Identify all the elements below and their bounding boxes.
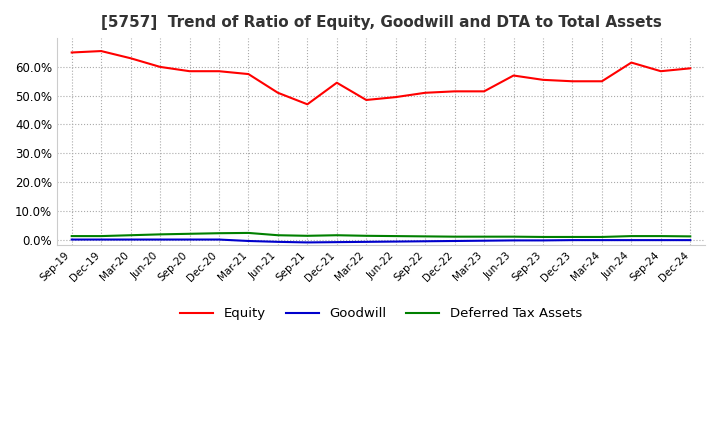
Deferred Tax Assets bbox=[274, 233, 282, 238]
Deferred Tax Assets bbox=[362, 233, 371, 238]
Deferred Tax Assets bbox=[568, 235, 577, 240]
Equity bbox=[450, 89, 459, 94]
Goodwill bbox=[274, 239, 282, 245]
Equity bbox=[421, 90, 430, 95]
Equity bbox=[598, 79, 606, 84]
Equity bbox=[215, 69, 223, 74]
Goodwill bbox=[303, 240, 312, 245]
Deferred Tax Assets bbox=[333, 233, 341, 238]
Goodwill bbox=[244, 238, 253, 244]
Goodwill bbox=[215, 237, 223, 242]
Goodwill bbox=[657, 238, 665, 243]
Deferred Tax Assets bbox=[244, 230, 253, 235]
Equity bbox=[627, 60, 636, 65]
Deferred Tax Assets bbox=[185, 231, 194, 236]
Equity bbox=[97, 48, 106, 54]
Goodwill bbox=[421, 238, 430, 244]
Deferred Tax Assets bbox=[126, 233, 135, 238]
Goodwill bbox=[568, 238, 577, 243]
Goodwill bbox=[509, 238, 518, 243]
Deferred Tax Assets bbox=[598, 235, 606, 240]
Deferred Tax Assets bbox=[156, 232, 164, 237]
Goodwill bbox=[392, 239, 400, 244]
Title: [5757]  Trend of Ratio of Equity, Goodwill and DTA to Total Assets: [5757] Trend of Ratio of Equity, Goodwil… bbox=[101, 15, 662, 30]
Goodwill bbox=[598, 238, 606, 243]
Equity bbox=[244, 71, 253, 77]
Goodwill bbox=[185, 237, 194, 242]
Deferred Tax Assets bbox=[627, 234, 636, 239]
Equity bbox=[185, 69, 194, 74]
Deferred Tax Assets bbox=[657, 234, 665, 239]
Goodwill bbox=[686, 238, 695, 243]
Line: Deferred Tax Assets: Deferred Tax Assets bbox=[72, 233, 690, 237]
Deferred Tax Assets bbox=[392, 234, 400, 239]
Goodwill bbox=[68, 237, 76, 242]
Deferred Tax Assets bbox=[421, 234, 430, 239]
Equity bbox=[539, 77, 547, 82]
Goodwill bbox=[627, 238, 636, 243]
Goodwill bbox=[539, 238, 547, 243]
Goodwill bbox=[480, 238, 488, 243]
Deferred Tax Assets bbox=[686, 234, 695, 239]
Equity bbox=[362, 97, 371, 103]
Deferred Tax Assets bbox=[450, 234, 459, 239]
Deferred Tax Assets bbox=[68, 234, 76, 239]
Deferred Tax Assets bbox=[509, 234, 518, 239]
Line: Equity: Equity bbox=[72, 51, 690, 104]
Deferred Tax Assets bbox=[539, 235, 547, 240]
Equity bbox=[156, 64, 164, 70]
Line: Goodwill: Goodwill bbox=[72, 239, 690, 242]
Goodwill bbox=[362, 239, 371, 245]
Equity bbox=[686, 66, 695, 71]
Equity bbox=[509, 73, 518, 78]
Equity bbox=[68, 50, 76, 55]
Goodwill bbox=[156, 237, 164, 242]
Deferred Tax Assets bbox=[303, 233, 312, 238]
Equity bbox=[392, 95, 400, 100]
Equity bbox=[126, 55, 135, 61]
Equity bbox=[480, 89, 488, 94]
Equity bbox=[568, 79, 577, 84]
Goodwill bbox=[333, 239, 341, 245]
Equity bbox=[333, 80, 341, 85]
Deferred Tax Assets bbox=[480, 234, 488, 239]
Equity bbox=[303, 102, 312, 107]
Equity bbox=[274, 90, 282, 95]
Equity bbox=[657, 69, 665, 74]
Deferred Tax Assets bbox=[215, 231, 223, 236]
Deferred Tax Assets bbox=[97, 234, 106, 239]
Legend: Equity, Goodwill, Deferred Tax Assets: Equity, Goodwill, Deferred Tax Assets bbox=[175, 302, 587, 326]
Goodwill bbox=[97, 237, 106, 242]
Goodwill bbox=[126, 237, 135, 242]
Goodwill bbox=[450, 238, 459, 244]
